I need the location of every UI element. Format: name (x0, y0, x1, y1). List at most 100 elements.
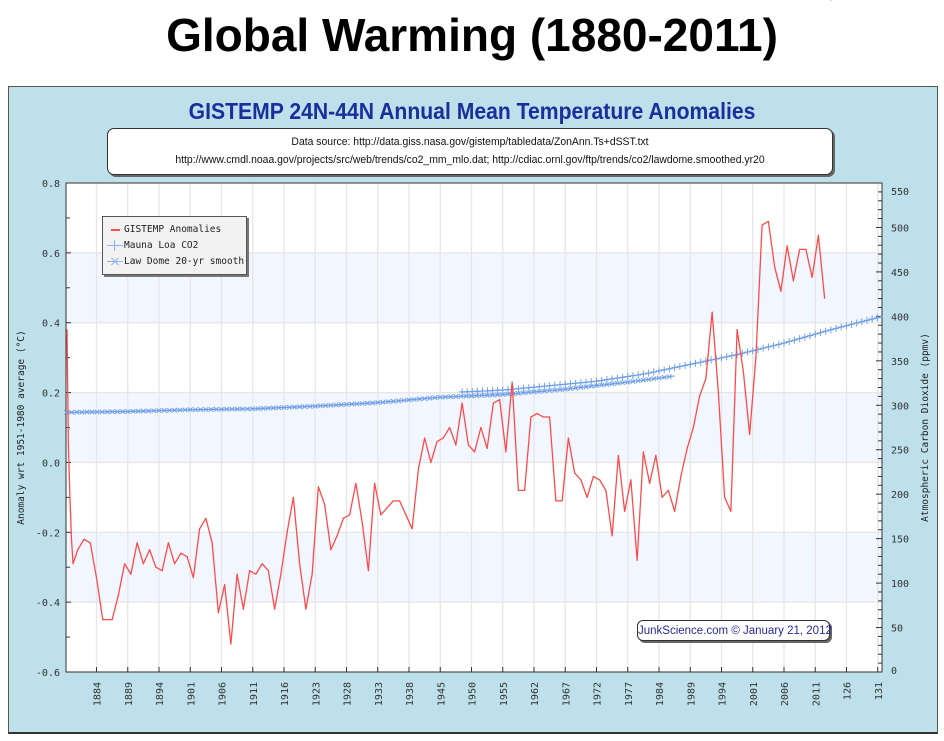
law-dome-series-point (406, 397, 412, 403)
law-dome-series-point (198, 407, 204, 413)
x-axis-tick-label: 1923 (311, 682, 322, 706)
anomaly-data-point (192, 577, 194, 579)
anomaly-data-point (574, 472, 576, 474)
law-dome-series-point (239, 406, 245, 412)
law-dome-series-point (255, 406, 261, 412)
law-dome-series-point (500, 392, 506, 398)
law-dome-series-point (125, 408, 131, 415)
x-axis-tick-label: 1945 (436, 682, 447, 706)
law-dome-series-point (422, 396, 428, 402)
mauna-loa-series-point (666, 365, 673, 373)
law-dome-series-point (536, 388, 542, 395)
anomaly-data-point (399, 500, 401, 502)
mauna-loa-series-point (827, 326, 834, 334)
anomaly-data-point (442, 437, 444, 439)
right-axis-tick-label: 50 (891, 624, 903, 635)
left-axis-ticks: 0.8 0.6 0.4 0.2 0.0 -0.2 -0.4 -0.6 (36, 179, 71, 679)
law-dome-series-point (588, 383, 594, 389)
mauna-loa-series-point (853, 319, 860, 327)
anomaly-data-point (102, 619, 104, 621)
left-axis-tick-label: -0.2 (36, 528, 60, 539)
anomaly-data-point (174, 563, 176, 565)
x-axis-tick-label: 1989 (686, 682, 697, 706)
law-dome-series-point (286, 404, 292, 410)
law-dome-series-point (385, 399, 391, 405)
anomaly-data-point (742, 371, 744, 373)
data-source-line-2: http://www.cmdl.noaa.gov/projects/src/we… (175, 154, 765, 166)
left-axis-tick-label: 0.0 (42, 458, 60, 469)
anomaly-data-point (130, 573, 132, 575)
legend-item-anomalies: GISTEMP Anomalies (107, 222, 221, 238)
left-axis-tick-label: -0.4 (36, 598, 60, 609)
anomaly-data-point (567, 437, 569, 439)
mauna-loa-series-point (525, 384, 532, 392)
mauna-loa-series-point (546, 382, 553, 390)
anomaly-data-point (786, 245, 788, 247)
right-axis-tick-label: 400 (891, 312, 909, 323)
anomaly-data-point (292, 496, 294, 498)
anomaly-data-point (311, 573, 313, 575)
mauna-loa-series-point (494, 386, 501, 394)
mauna-loa-series-point (609, 375, 616, 383)
anomaly-data-point (667, 489, 669, 491)
x-axis-tick-label: 1977 (624, 682, 635, 706)
anomaly-data-point (542, 416, 544, 418)
law-dome-series-point (432, 395, 438, 401)
right-axis-tick-label: 550 (891, 187, 909, 198)
x-marker-swatch-icon (107, 254, 123, 270)
anomaly-data-point (517, 489, 519, 491)
x-axis-tick-label: 1955 (499, 682, 510, 706)
law-dome-series-point (338, 402, 344, 408)
anomaly-data-point (661, 496, 663, 498)
anomaly-data-point (305, 608, 307, 610)
law-dome-series-point (276, 405, 282, 411)
mauna-loa-series-point (734, 351, 741, 359)
mauna-loa-series-point (765, 343, 772, 351)
anomaly-data-point (792, 280, 794, 282)
law-dome-series-point (375, 400, 381, 406)
right-axis-tick-label: 0 (891, 666, 897, 677)
anomaly-data-point (367, 570, 369, 572)
mauna-loa-series-point (624, 373, 631, 381)
law-dome-series-point (156, 408, 162, 414)
mauna-loa-series-point (656, 367, 662, 375)
mauna-loa-series-point (640, 370, 647, 378)
anomaly-data-point (70, 538, 73, 540)
anomaly-data-point (186, 556, 188, 558)
mauna-loa-series-point (469, 387, 476, 395)
mauna-loa-series-point (583, 378, 590, 386)
mauna-loa-series-point (874, 314, 881, 322)
x-axis-tick-label: 1962 (530, 682, 541, 706)
mauna-loa-series-point (676, 363, 683, 371)
anomaly-data-point (692, 426, 694, 429)
anomaly-data-point (761, 224, 763, 226)
law-dome-series-point (640, 377, 646, 383)
law-dome-series-point (333, 402, 339, 408)
mauna-loa-series-point (593, 377, 600, 385)
mauna-loa-series-point (603, 376, 610, 384)
anomaly-data-point (149, 549, 151, 551)
law-dome-series-point (250, 406, 256, 412)
x-axis-tick-label: 1911 (249, 682, 260, 706)
anomaly-data-point (624, 510, 626, 512)
mauna-loa-series-point (682, 361, 689, 369)
law-dome-series-point (521, 390, 527, 396)
x-axis-tick-label: 1894 (155, 682, 166, 706)
law-dome-series-point (448, 394, 454, 400)
mauna-loa-series-point (479, 387, 486, 395)
law-dome-series-point (390, 398, 396, 404)
law-dome-series-point (177, 407, 183, 413)
anomaly-data-point (817, 234, 819, 236)
law-dome-series-point (135, 408, 141, 414)
mauna-loa-series-point (629, 372, 636, 380)
anomaly-data-point (267, 570, 269, 572)
anomaly-data-point (724, 496, 726, 498)
anomaly-data-point (449, 426, 451, 429)
mauna-loa-series-point (562, 380, 569, 388)
anomaly-data-point (830, 0, 832, 1)
x-axis-tick-label: 1884 (93, 682, 104, 706)
right-axis-tick-label: 500 (891, 223, 909, 234)
right-axis-tick-label: 100 (891, 579, 909, 590)
law-dome-series-point (411, 396, 417, 403)
law-dome-series-point (323, 403, 329, 409)
